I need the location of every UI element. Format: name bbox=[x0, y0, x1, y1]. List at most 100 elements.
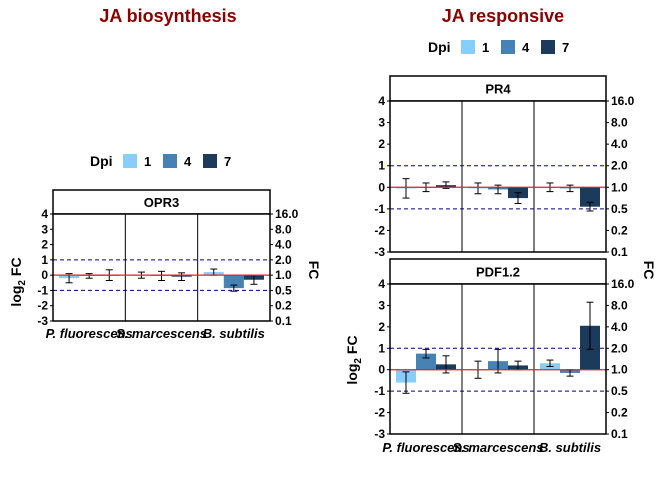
y2-tick-label: 0.1 bbox=[275, 314, 292, 328]
plot-area bbox=[53, 214, 270, 321]
error-bar bbox=[494, 184, 502, 195]
y-tick-label: 2 bbox=[378, 320, 385, 334]
y-axis-label: log2 FC bbox=[344, 335, 364, 384]
y2-tick-label: 4.0 bbox=[611, 320, 628, 334]
panel-strip-label: PR4 bbox=[485, 82, 511, 97]
panel-strip bbox=[389, 75, 607, 102]
legend-label-7: 7 bbox=[562, 40, 569, 55]
y-tick-label: 2 bbox=[41, 238, 48, 252]
error-bar bbox=[566, 184, 574, 193]
y2-tick-label: 16.0 bbox=[611, 277, 635, 291]
error-bar bbox=[402, 178, 410, 199]
legend-swatch-7 bbox=[541, 40, 555, 54]
y-axis-label-main: log bbox=[344, 364, 360, 385]
legend: Dpi 1 4 7 bbox=[428, 39, 569, 55]
y-tick-label: -2 bbox=[374, 406, 385, 420]
error-bar bbox=[158, 270, 165, 281]
error-bar bbox=[546, 359, 554, 367]
y-tick-label: 3 bbox=[378, 298, 385, 312]
y2-tick-label: 0.2 bbox=[611, 406, 628, 420]
y-axis-label-tail: FC bbox=[8, 257, 24, 280]
y2-axis-label: FC bbox=[306, 261, 322, 280]
panel-border bbox=[389, 100, 607, 253]
y2-tick-label: 1.0 bbox=[611, 363, 628, 377]
y-tick-label: -2 bbox=[374, 223, 385, 237]
y-tick-label: -1 bbox=[374, 202, 385, 216]
y-tick-label: 4 bbox=[378, 277, 385, 291]
y-tick-label: -1 bbox=[37, 283, 48, 297]
error-bar bbox=[230, 284, 238, 292]
panel-border bbox=[389, 283, 607, 435]
y-tick-label: -1 bbox=[374, 384, 385, 398]
y-tick-label: 0 bbox=[378, 363, 385, 377]
legend-swatch-7 bbox=[203, 154, 217, 168]
x-category-label: P. fluorescens bbox=[46, 326, 133, 341]
y-tick-label: 3 bbox=[378, 116, 385, 130]
panel-pdf1-2: PDF1.2 -3 -2 -1 0 1 2 3 4 0.1 0.2 0.5 1.0 2.0 4.0 8.0 16… bbox=[374, 258, 635, 441]
panel-strip bbox=[52, 189, 271, 215]
y2-tick-label: 0.5 bbox=[275, 283, 292, 297]
panel-strip-label: OPR3 bbox=[144, 195, 179, 210]
legend-swatch-4 bbox=[163, 154, 177, 168]
y-axis-label-subscript: 2 bbox=[353, 358, 364, 364]
error-bar bbox=[85, 273, 93, 279]
y-tick-label: 4 bbox=[41, 207, 48, 221]
chart-title: JA biosynthesis bbox=[99, 6, 236, 26]
legend-swatch-1 bbox=[123, 154, 137, 168]
y-axis-label-tail: FC bbox=[344, 335, 360, 358]
x-category-label: S. marcescens bbox=[452, 440, 543, 455]
y2-tick-label: 16.0 bbox=[275, 207, 299, 221]
legend-label-7: 7 bbox=[224, 154, 231, 169]
error-bar bbox=[422, 348, 430, 359]
bar bbox=[223, 275, 244, 289]
y-tick-label: -3 bbox=[374, 427, 385, 441]
bar bbox=[580, 187, 600, 207]
plot-area bbox=[390, 101, 606, 252]
y2-tick-label: 2.0 bbox=[275, 253, 292, 267]
error-bar bbox=[586, 301, 594, 350]
y2-tick-label: 0.5 bbox=[611, 384, 628, 398]
y-tick-label: 3 bbox=[41, 222, 48, 236]
legend-swatch-1 bbox=[461, 40, 475, 54]
y-tick-label: -3 bbox=[374, 245, 385, 259]
chart-title: JA responsive bbox=[442, 6, 564, 26]
error-bar bbox=[514, 192, 522, 204]
legend-title: Dpi bbox=[90, 153, 113, 169]
legend-label-4: 4 bbox=[522, 40, 530, 55]
legend-label-1: 1 bbox=[144, 154, 151, 169]
legend-swatch-4 bbox=[501, 40, 515, 54]
y2-tick-label: 8.0 bbox=[611, 116, 628, 130]
y-tick-label: -3 bbox=[37, 314, 48, 328]
panel-strip-label: PDF1.2 bbox=[476, 265, 520, 280]
y2-tick-label: 0.1 bbox=[611, 245, 628, 259]
y-axis-label-main: log bbox=[8, 286, 24, 307]
y-tick-label: 1 bbox=[378, 159, 385, 173]
y2-tick-label: 16.0 bbox=[611, 94, 635, 108]
y-axis-label-subscript: 2 bbox=[17, 280, 28, 286]
x-category-label: P. fluorescens bbox=[382, 440, 469, 455]
y2-tick-label: 2.0 bbox=[611, 159, 628, 173]
y-tick-label: 1 bbox=[41, 253, 48, 267]
legend-label-4: 4 bbox=[184, 154, 192, 169]
y-tick-label: 2 bbox=[378, 137, 385, 151]
y2-tick-label: 0.2 bbox=[611, 223, 628, 237]
y2-tick-label: 8.0 bbox=[275, 222, 292, 236]
x-category-label: B. subtilis bbox=[203, 326, 265, 341]
legend: Dpi 1 4 7 bbox=[90, 153, 231, 169]
x-category-label: S. marcescens bbox=[116, 326, 207, 341]
y-tick-label: 1 bbox=[378, 341, 385, 355]
y2-tick-label: 1.0 bbox=[275, 268, 292, 282]
error-bar bbox=[494, 348, 502, 374]
chart-2: JA responsive Dpi 1 4 7 PR4 -3 -2 -1 0 1 2 3 4 0.1 0.2 0… bbox=[344, 6, 657, 455]
bar bbox=[416, 353, 436, 370]
x-category-label: B. subtilis bbox=[539, 440, 601, 455]
y-tick-label: -2 bbox=[37, 299, 48, 313]
y-axis-label: log2 FC bbox=[8, 257, 28, 306]
y2-tick-label: 2.0 bbox=[611, 341, 628, 355]
legend-label-1: 1 bbox=[482, 40, 489, 55]
y2-tick-label: 4.0 bbox=[275, 238, 292, 252]
error-bar bbox=[586, 201, 594, 212]
